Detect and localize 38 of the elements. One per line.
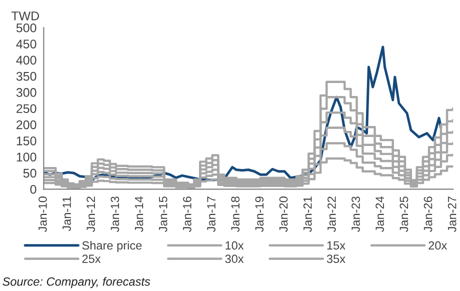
y-tick-label: 350 [16, 72, 36, 81]
y-tick-label: 50 [23, 168, 36, 178]
legend-label: 20x [428, 241, 448, 250]
y-tick-label: 150 [16, 136, 36, 146]
x-tick-label: Jan-24 [376, 196, 384, 232]
x-tick-label: Jan-25 [400, 196, 408, 232]
x-tick-label: Jan-19 [255, 196, 264, 232]
y-tick-label: 200 [16, 120, 36, 130]
x-tick-label: Jan-14 [134, 196, 144, 232]
x-tick-label: Jan-12 [86, 196, 96, 232]
x-tick-label: Jan-21 [303, 196, 312, 232]
x-tick-label: Jan-20 [279, 196, 288, 232]
x-tick-label: Jan-11 [62, 196, 71, 232]
legend-label: 35x [326, 254, 346, 263]
x-tick-label: Jan-10 [38, 196, 47, 232]
y-tick-label: 400 [16, 56, 36, 65]
legend-label: Share price [82, 240, 142, 252]
x-tick-label: Jan-22 [328, 196, 336, 232]
y-tick-label: 250 [16, 104, 36, 114]
x-tick-label: Jan-23 [352, 196, 360, 232]
x-tick-label: Jan-15 [159, 196, 168, 232]
y-tick-label: 500 [16, 23, 36, 32]
x-tick-label: Jan-27 [448, 196, 456, 232]
source-note: Source: Company, forecasts [2, 277, 150, 288]
y-tick-label: 0 [30, 184, 36, 194]
legend-label: 25x [82, 254, 101, 263]
y-tick-label: 100 [16, 152, 36, 162]
legend-label: 10x [226, 241, 244, 250]
y-tick-label: 300 [16, 88, 36, 97]
x-tick-label: Jan-17 [207, 196, 216, 232]
x-tick-label: Jan-13 [110, 196, 120, 232]
x-tick-label: Jan-16 [182, 196, 192, 232]
x-tick-label: Jan-18 [231, 196, 240, 232]
x-tick-label: Jan-26 [424, 196, 432, 232]
y-tick-label: 450 [16, 40, 36, 48]
legend-label: 15x [327, 241, 346, 250]
legend-label: 30x [225, 254, 244, 263]
y-axis-title: TWD [11, 12, 40, 20]
